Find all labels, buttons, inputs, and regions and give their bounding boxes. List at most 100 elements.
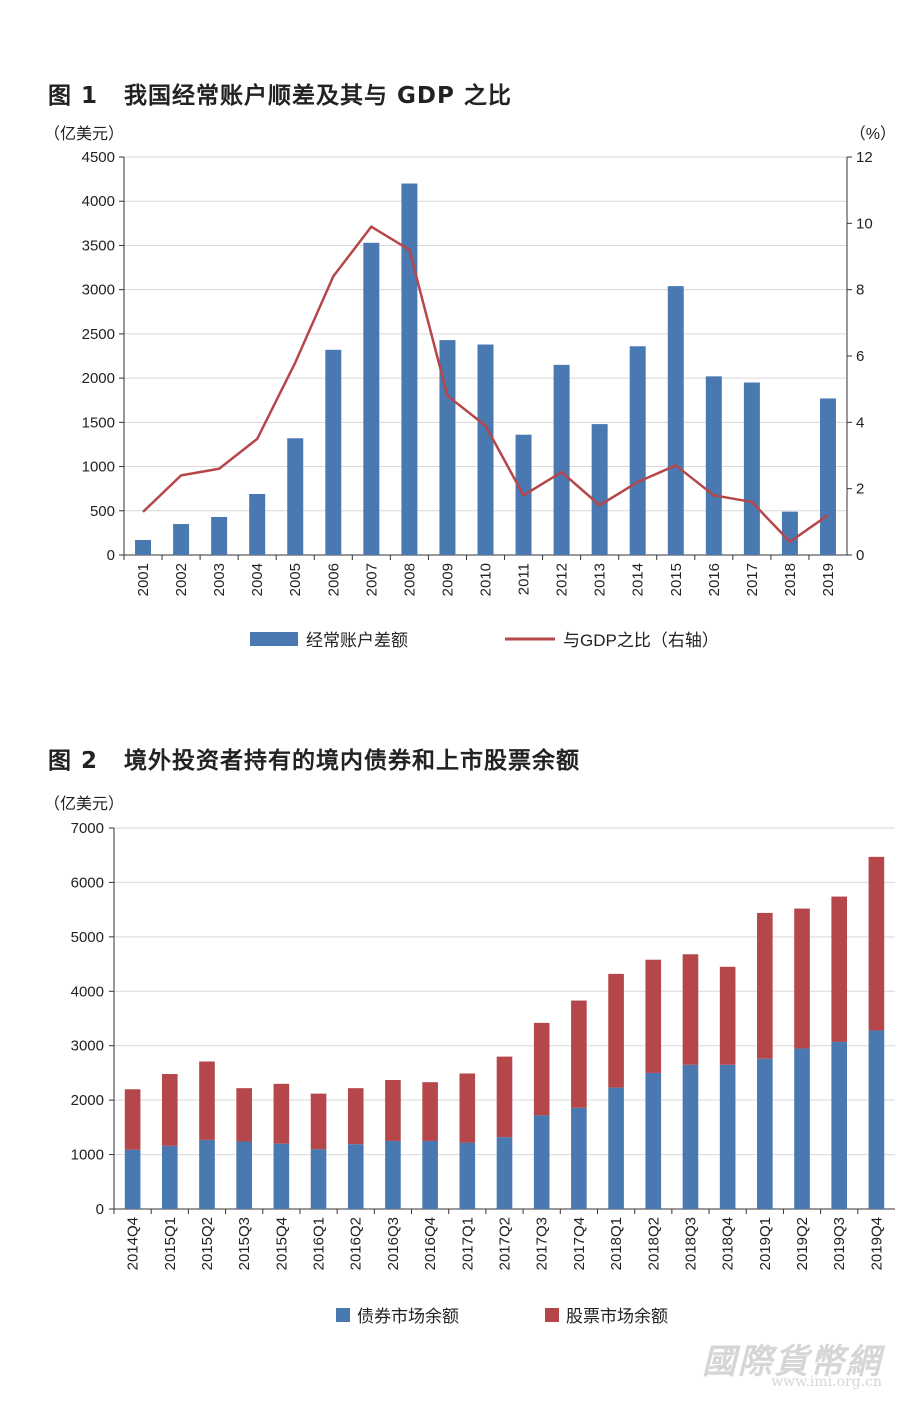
bar-stock-market bbox=[161, 1074, 178, 1146]
y-axis-unit: （亿美元） bbox=[44, 795, 124, 813]
line-gdp-ratio bbox=[142, 225, 829, 543]
bar-bond-market bbox=[161, 1145, 178, 1209]
y-axis-unit-left: （亿美元） bbox=[44, 125, 124, 143]
bar-bond-market bbox=[496, 1137, 513, 1209]
x-tick-label: 2017 bbox=[744, 563, 761, 596]
bar-bond-market bbox=[422, 1140, 438, 1209]
bar-stock-market bbox=[273, 1083, 290, 1144]
x-tick-label: 2017Q2 bbox=[497, 1217, 514, 1270]
bar-stock-market bbox=[719, 966, 736, 1065]
x-tick-label: 2018Q2 bbox=[645, 1217, 662, 1270]
x-tick-label: 2015Q1 bbox=[162, 1217, 179, 1270]
bar-stock-market bbox=[682, 954, 699, 1065]
x-tick-label: 2019Q3 bbox=[831, 1217, 848, 1270]
bar-current-account bbox=[629, 346, 646, 555]
y-tick-label: 5000 bbox=[71, 929, 104, 946]
bar-current-account bbox=[781, 511, 798, 555]
y-tick-label: 0 bbox=[96, 1201, 104, 1218]
y-tick-label-right: 0 bbox=[856, 547, 864, 564]
bar-bond-market bbox=[459, 1142, 476, 1209]
bar-current-account bbox=[249, 493, 266, 555]
bar-current-account bbox=[705, 376, 722, 555]
y-tick-label: 4000 bbox=[71, 983, 104, 1000]
bar-bond-market bbox=[608, 1087, 624, 1209]
x-tick-label: 2019Q2 bbox=[794, 1217, 811, 1270]
y-tick-label-left: 4500 bbox=[82, 149, 115, 166]
bar-current-account bbox=[173, 524, 190, 555]
bar-stock-market bbox=[868, 856, 885, 1031]
bar-bond-market bbox=[831, 1041, 848, 1209]
watermark-logo: 國際貨幣網 bbox=[702, 1342, 882, 1382]
x-tick-label: 2009 bbox=[439, 563, 456, 596]
x-tick-label: 2017Q4 bbox=[571, 1217, 588, 1270]
y-tick-label-left: 0 bbox=[107, 547, 115, 564]
bar-current-account bbox=[667, 286, 684, 555]
x-tick-label: 2019Q1 bbox=[757, 1217, 774, 1270]
y-tick-label-left: 500 bbox=[90, 503, 115, 520]
y-tick-label-right: 10 bbox=[856, 215, 873, 232]
x-tick-label: 2015 bbox=[668, 563, 685, 596]
legend-label-stock: 股票市场余额 bbox=[566, 1307, 668, 1326]
y-tick-label-right: 4 bbox=[856, 414, 864, 431]
x-tick-label: 2016Q1 bbox=[311, 1217, 328, 1270]
x-tick-label: 2018 bbox=[782, 563, 799, 596]
x-tick-label: 2010 bbox=[478, 563, 495, 596]
x-tick-label: 2001 bbox=[135, 563, 152, 596]
x-tick-label: 2015Q2 bbox=[199, 1217, 216, 1270]
bar-stock-market bbox=[310, 1093, 327, 1150]
x-tick-label: 2004 bbox=[249, 563, 266, 596]
bar-stock-market bbox=[199, 1061, 215, 1140]
figure2-title-text: 境外投资者持有的境内债券和上市股票余额 bbox=[124, 748, 581, 774]
x-tick-label: 2015Q4 bbox=[273, 1217, 290, 1270]
bar-stock-market bbox=[347, 1088, 364, 1145]
bar-current-account bbox=[211, 516, 228, 555]
bar-stock-market bbox=[794, 908, 810, 1049]
y-tick-label: 2000 bbox=[71, 1092, 104, 1109]
x-tick-label: 2016Q4 bbox=[422, 1217, 439, 1270]
bar-current-account bbox=[553, 364, 570, 555]
y-tick-label: 7000 bbox=[71, 820, 104, 837]
bar-stock-market bbox=[757, 912, 773, 1059]
x-tick-label: 2014Q4 bbox=[125, 1217, 142, 1270]
x-tick-label: 2011 bbox=[516, 563, 533, 595]
legend-label-line: 与GDP之比（右轴） bbox=[563, 631, 719, 650]
y-tick-label-left: 1500 bbox=[82, 414, 115, 431]
figure2-title: 图 2 境外投资者持有的境内债券和上市股票余额 bbox=[48, 741, 580, 775]
x-tick-label: 2013 bbox=[592, 563, 609, 596]
legend-label-bar: 经常账户差额 bbox=[306, 631, 408, 650]
figure1-chart: 0 500 1000 1500 2000 2500 3000 3500 4000 4500 0 2 4 6… bbox=[44, 125, 896, 650]
bar-stock-market bbox=[422, 1082, 438, 1141]
x-tick-label: 2018Q4 bbox=[720, 1217, 737, 1270]
y-tick-label: 1000 bbox=[71, 1147, 104, 1164]
bar-bond-market bbox=[533, 1115, 550, 1209]
x-tick-label: 2019Q4 bbox=[868, 1217, 885, 1270]
bar-bond-market bbox=[719, 1064, 736, 1209]
bar-bond-market bbox=[347, 1144, 364, 1209]
y-tick-label-right: 6 bbox=[856, 348, 864, 365]
y-tick-label-right: 2 bbox=[856, 481, 864, 498]
watermark-url: www.imi.org.cn bbox=[771, 1374, 882, 1390]
bar-bond-market bbox=[757, 1058, 773, 1209]
legend-label-bond: 债券市场余额 bbox=[357, 1307, 459, 1326]
y-tick-label-left: 3500 bbox=[82, 237, 115, 254]
bar-current-account bbox=[363, 242, 380, 555]
bar-current-account bbox=[743, 382, 760, 555]
y-tick-label-left: 4000 bbox=[82, 193, 115, 210]
bar-current-account bbox=[401, 183, 418, 556]
y-tick-label: 6000 bbox=[71, 874, 104, 891]
legend-swatch-bond bbox=[336, 1308, 350, 1322]
x-tick-label: 2016Q2 bbox=[348, 1217, 365, 1270]
x-tick-label: 2008 bbox=[401, 563, 418, 596]
y-axis-unit-right: （%） bbox=[850, 125, 896, 143]
bar-bond-market bbox=[310, 1149, 327, 1209]
bar-current-account bbox=[591, 424, 608, 555]
bar-stock-market bbox=[459, 1073, 476, 1143]
figure1-title: 图 1 我国经常账户顺差及其与 GDP 之比 bbox=[48, 76, 512, 110]
y-tick-label-right: 12 bbox=[856, 149, 873, 166]
y-tick-label-left: 1000 bbox=[82, 459, 115, 476]
bar-stock-market bbox=[571, 1000, 587, 1108]
x-tick-label: 2016 bbox=[706, 563, 723, 596]
bar-stock-market bbox=[236, 1088, 252, 1142]
bar-bond-market bbox=[682, 1064, 699, 1209]
bar-current-account bbox=[287, 438, 304, 555]
